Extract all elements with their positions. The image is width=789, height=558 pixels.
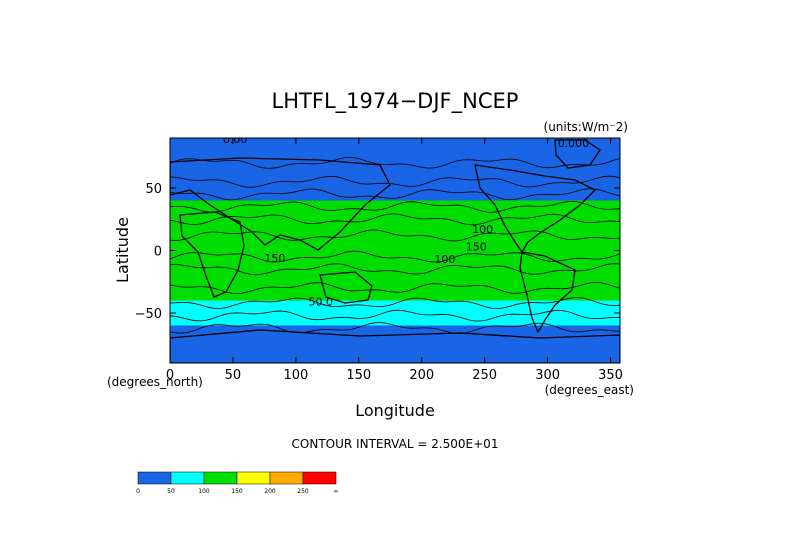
- colorbar-swatch: [170, 471, 205, 485]
- contour-line: [170, 200, 620, 213]
- contour-line: [170, 188, 620, 201]
- contour-line: [170, 156, 620, 169]
- colorbar-swatch: [137, 471, 172, 485]
- contour-label: 100: [472, 223, 493, 236]
- y-tick-label: 0: [154, 245, 162, 260]
- colorbar-tick-label: 100: [198, 488, 210, 495]
- contour-label: 0.000: [558, 137, 590, 150]
- colorbar-swatch: [203, 471, 238, 485]
- contour-line: [170, 297, 620, 310]
- x-tick-label: 50: [225, 368, 242, 383]
- y-units-label: (degrees_north): [107, 375, 203, 389]
- colorbar: 0 50 100 150 200 250 ∞: [136, 471, 339, 495]
- x-tick-label: 300: [535, 368, 560, 383]
- field-band-4: [170, 275, 620, 301]
- field-band-0: [170, 138, 620, 176]
- x-tick-label: 200: [409, 368, 434, 383]
- contour-line: [170, 263, 620, 276]
- contour-label: 150: [466, 241, 487, 254]
- field-band-2: [170, 200, 620, 226]
- colorbar-swatch: [236, 471, 271, 485]
- colorbar-swatch: [302, 471, 337, 485]
- colorbar-tick-label: 250: [297, 488, 309, 495]
- contour-line: [170, 229, 620, 242]
- field-band-6: [170, 325, 620, 363]
- y-axis-label: Latitude: [113, 217, 132, 283]
- colorbar-tick-label: 200: [264, 488, 276, 495]
- contour-line: [170, 250, 620, 263]
- contour-line: [170, 175, 620, 188]
- units-label: (units:W/m⁻2): [544, 120, 628, 134]
- colorbar-tick-label: 150: [231, 488, 243, 495]
- contour-lines: [170, 156, 620, 334]
- contour-label: 150: [264, 252, 285, 265]
- colorbar-tick-label: 50: [167, 488, 175, 495]
- chart-title: LHTFL_1974−DJF_NCEP: [272, 89, 519, 114]
- contour-line: [170, 282, 620, 295]
- x-tick-label: 0: [166, 368, 174, 383]
- x-tick-label: 350: [598, 368, 623, 383]
- colorbar-tick-label: 0: [136, 488, 140, 495]
- field-band-1: [170, 175, 620, 201]
- contour-label: 0.00: [223, 133, 248, 146]
- field-band-3: [170, 225, 620, 276]
- colorbar-tick-label: ∞: [334, 488, 339, 495]
- contour-interval-label: CONTOUR INTERVAL = 2.500E+01: [292, 437, 499, 451]
- australia-coast: [319, 271, 373, 304]
- x-tick-label: 150: [346, 368, 371, 383]
- y-axis: −50 0 50: [135, 182, 620, 322]
- x-axis: 0 50 100 150 200 250 300 350: [166, 138, 623, 383]
- north-america-coast: [474, 164, 597, 254]
- contour-line: [170, 213, 620, 226]
- colorbar-swatch: [269, 471, 304, 485]
- x-tick-label: 100: [283, 368, 308, 383]
- south-america-coast: [519, 251, 576, 334]
- contour-label: 100: [434, 253, 455, 266]
- x-tick-label: 250: [472, 368, 497, 383]
- contour-line: [170, 309, 620, 322]
- y-tick-label: 50: [145, 182, 162, 197]
- x-units-label: (degrees_east): [545, 383, 634, 397]
- contour-line: [170, 322, 620, 334]
- plot-area: 0.00 150 100 150 100 50.0 0.000: [170, 133, 620, 363]
- contour-label: 50.0: [308, 296, 333, 309]
- x-axis-label: Longitude: [355, 401, 435, 420]
- y-tick-label: −50: [135, 307, 162, 322]
